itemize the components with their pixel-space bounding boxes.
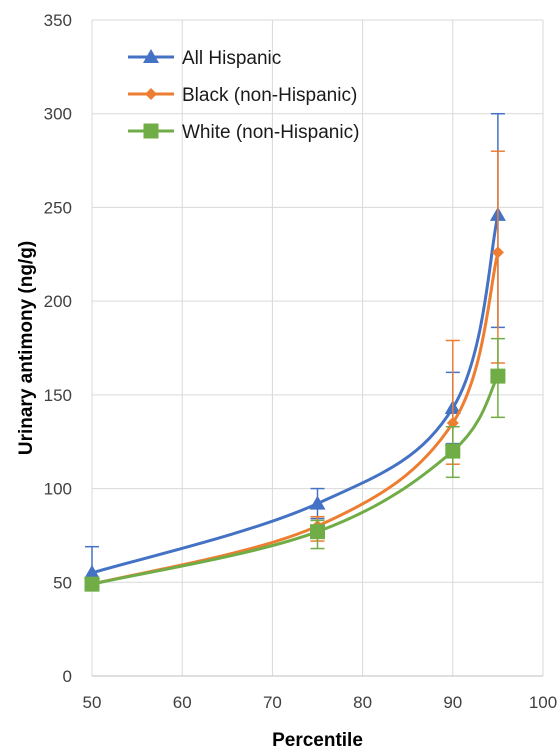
legend: All Hispanic Black (non-Hispanic) White (n… [128, 48, 359, 143]
y-axis-title: Urinary antimony (ng/g) [16, 241, 37, 455]
data-point [491, 246, 504, 259]
y-tick-label: 200 [44, 292, 72, 311]
data-point [445, 443, 461, 459]
y-tick-label: 0 [63, 667, 72, 686]
tick-labels: 0 50 100 150 200 250 300 350 50 60 70 80 90 100 [44, 11, 557, 712]
series-2 [85, 150, 505, 591]
y-tick-label: 100 [44, 480, 72, 499]
data-point [84, 576, 100, 592]
y-tick-label: 350 [44, 11, 72, 30]
y-tick-label: 250 [44, 198, 72, 217]
y-tick-label: 150 [44, 386, 72, 405]
legend-marker [143, 123, 159, 139]
data-point [490, 368, 506, 384]
data-point [310, 524, 325, 540]
x-tick-label: 100 [529, 693, 557, 712]
legend-item: All Hispanic [128, 48, 281, 69]
series-1 [84, 112, 506, 585]
series-line [91, 375, 500, 586]
x-tick-label: 70 [263, 693, 282, 712]
legend-label: All Hispanic [182, 48, 281, 69]
series-line [91, 214, 500, 575]
x-tick-label: 80 [353, 693, 372, 712]
legend-marker [145, 88, 157, 100]
x-tick-label: 60 [173, 693, 192, 712]
legend-item: White (non-Hispanic) [128, 122, 359, 143]
data-point [84, 564, 100, 579]
series-line [91, 252, 500, 586]
data-point [309, 495, 326, 510]
gridlines [92, 19, 544, 676]
legend-item: Black (non-Hispanic) [128, 85, 357, 106]
x-tick-label: 90 [443, 693, 462, 712]
x-axis-title: Percentile [272, 730, 363, 750]
legend-marker [143, 49, 159, 63]
x-tick-label: 50 [83, 693, 102, 712]
legend-label: Black (non-Hispanic) [182, 85, 357, 106]
legend-label: White (non-Hispanic) [182, 122, 359, 143]
y-tick-label: 300 [44, 105, 72, 124]
y-tick-label: 50 [53, 573, 72, 592]
series-3 [84, 337, 506, 592]
series [84, 112, 506, 592]
